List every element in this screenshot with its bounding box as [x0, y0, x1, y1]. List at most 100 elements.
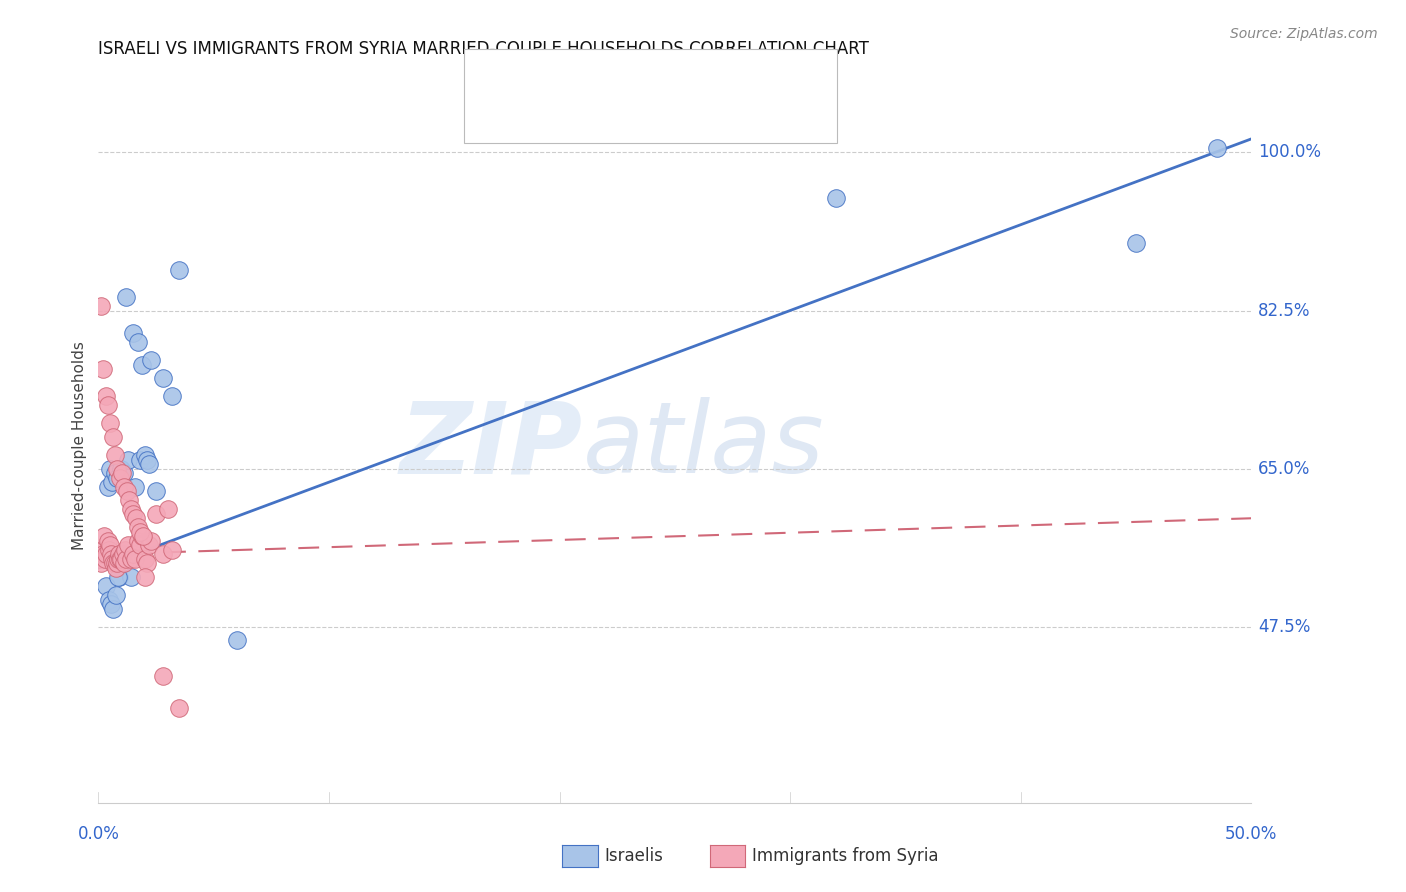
Point — [110, 461, 132, 475]
Point — [105, 470, 128, 484]
Point — [103, 557, 125, 571]
Point — [115, 484, 138, 499]
Point — [1205, 141, 1227, 155]
Text: 82.5%: 82.5% — [1258, 301, 1310, 319]
Point — [108, 548, 131, 562]
Text: R =  0.651   N = 36: R = 0.651 N = 36 — [531, 72, 707, 90]
Point — [103, 557, 125, 571]
Point — [111, 466, 134, 480]
Point — [156, 502, 179, 516]
Point — [112, 466, 135, 480]
Point — [145, 507, 167, 521]
Point — [115, 290, 138, 304]
Point — [104, 588, 127, 602]
Point — [160, 389, 183, 403]
Text: 50.0%: 50.0% — [1225, 825, 1278, 843]
Point — [825, 191, 848, 205]
Point — [118, 493, 141, 508]
Point — [111, 548, 134, 562]
Text: atlas: atlas — [582, 398, 824, 494]
Point — [96, 548, 118, 562]
Point — [1125, 235, 1147, 250]
Point — [115, 552, 138, 566]
Point — [127, 533, 149, 548]
Point — [134, 448, 156, 462]
Text: ISRAELI VS IMMIGRANTS FROM SYRIA MARRIED-COUPLE HOUSEHOLDS CORRELATION CHART: ISRAELI VS IMMIGRANTS FROM SYRIA MARRIED… — [98, 40, 869, 58]
Point — [135, 557, 157, 571]
Text: 47.5%: 47.5% — [1258, 617, 1310, 636]
Point — [110, 548, 132, 562]
Point — [103, 601, 125, 615]
Point — [129, 452, 152, 467]
Point — [93, 529, 115, 543]
Point — [112, 480, 135, 494]
Point — [100, 548, 122, 562]
Point — [122, 326, 145, 340]
Point — [152, 371, 174, 385]
Point — [134, 552, 156, 566]
Point — [89, 552, 111, 566]
Point — [104, 561, 127, 575]
Point — [97, 542, 120, 557]
Point — [138, 538, 160, 552]
Text: 100.0%: 100.0% — [1258, 144, 1322, 161]
Point — [145, 484, 167, 499]
Point — [134, 570, 156, 584]
Point — [97, 533, 120, 548]
Point — [141, 533, 163, 548]
Point — [98, 538, 121, 552]
Point — [131, 529, 153, 543]
Point — [97, 592, 120, 607]
Point — [100, 417, 122, 431]
Point — [107, 570, 129, 584]
Point — [110, 552, 132, 566]
Point — [112, 557, 135, 571]
Point — [108, 470, 131, 484]
Point — [101, 475, 124, 490]
Point — [131, 529, 153, 543]
Y-axis label: Married-couple Households: Married-couple Households — [72, 342, 87, 550]
Point — [120, 570, 142, 584]
Point — [160, 542, 183, 557]
Point — [124, 480, 146, 494]
Point — [122, 507, 145, 521]
Point — [225, 633, 247, 648]
Point — [138, 457, 160, 471]
Text: ZIP: ZIP — [399, 398, 582, 494]
Text: Israelis: Israelis — [605, 847, 664, 865]
Point — [167, 701, 190, 715]
Point — [105, 557, 128, 571]
Point — [120, 502, 142, 516]
Point — [101, 552, 124, 566]
Point — [94, 552, 117, 566]
Point — [125, 511, 148, 525]
Point — [129, 538, 152, 552]
Point — [117, 452, 139, 467]
Point — [94, 389, 117, 403]
Text: R =  0.027   N = 61: R = 0.027 N = 61 — [531, 111, 707, 128]
Point — [105, 461, 128, 475]
Point — [135, 452, 157, 467]
Point — [97, 480, 120, 494]
Point — [93, 362, 115, 376]
Point — [129, 524, 152, 539]
Point — [127, 520, 149, 534]
Text: Immigrants from Syria: Immigrants from Syria — [752, 847, 939, 865]
Point — [108, 570, 131, 584]
Point — [124, 552, 146, 566]
Point — [141, 353, 163, 368]
Point — [101, 430, 124, 444]
Point — [114, 542, 136, 557]
Text: 0.0%: 0.0% — [77, 825, 120, 843]
Point — [120, 552, 142, 566]
Point — [90, 557, 112, 571]
Point — [96, 579, 118, 593]
Point — [90, 299, 112, 313]
Point — [94, 552, 117, 566]
Point — [100, 597, 122, 611]
Text: Source: ZipAtlas.com: Source: ZipAtlas.com — [1230, 27, 1378, 41]
Text: 65.0%: 65.0% — [1258, 459, 1310, 477]
Point — [127, 335, 149, 350]
Point — [117, 538, 139, 552]
Point — [91, 548, 114, 562]
